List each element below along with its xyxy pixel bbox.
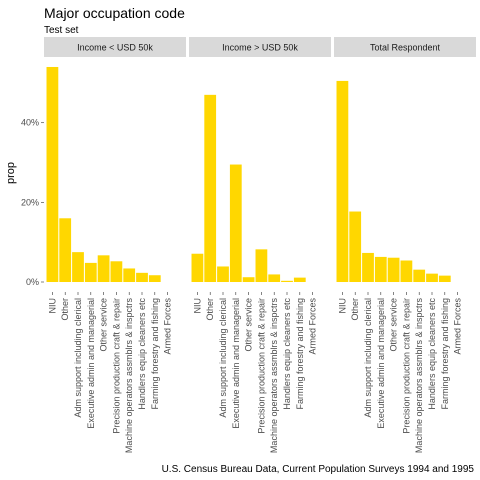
bar [349, 211, 362, 282]
x-tick-label: Handlers equip cleaners etc [427, 298, 437, 410]
facet-strip [189, 37, 331, 57]
x-tick-label: Machine operators assmblrs & inspctrs [269, 298, 279, 454]
facet-strip [44, 37, 186, 57]
facet-strip-label: Total Respondent [370, 43, 441, 53]
bar [229, 164, 242, 282]
x-tick-label: Farming forestry and fishing [440, 298, 450, 410]
bar [123, 268, 136, 282]
bar [268, 274, 281, 282]
bar [110, 261, 123, 282]
bar [148, 275, 161, 282]
bar [84, 262, 97, 282]
x-tick-label: Other [205, 298, 215, 321]
y-tick-label: 20% [21, 197, 39, 207]
bar [400, 260, 413, 282]
x-tick-label: Executive admin and managerial [376, 298, 386, 429]
y-tick-label: 40% [21, 118, 39, 128]
x-tick-label: Other service [389, 298, 399, 352]
x-tick-label: NIU [337, 298, 347, 314]
x-tick-label: Farming forestry and fishing [295, 298, 305, 410]
bar [59, 218, 72, 282]
x-tick-label: Other service [244, 298, 254, 352]
bar [374, 256, 387, 282]
bar [255, 249, 268, 282]
x-tick-label: Adm support including clerical [363, 298, 373, 418]
bar [191, 253, 204, 282]
bar [281, 280, 293, 282]
facet-panel: Income < USD 50k NIU Other Adm support incl… [44, 37, 186, 453]
x-tick-label: NIU [192, 298, 202, 314]
x-tick-label: Other service [99, 298, 109, 352]
bar [336, 80, 349, 282]
x-tick-label: Armed Forces [453, 298, 463, 355]
bar [362, 252, 374, 282]
x-tick-label: Handlers equip cleaners etc [282, 298, 292, 410]
x-tick-label: Other [350, 298, 360, 321]
bar [413, 269, 426, 282]
x-tick-label: Machine operators assmblrs & inspctrs [414, 298, 424, 454]
x-tick-label: Precision production craft & repair [256, 298, 266, 434]
bar [387, 257, 400, 282]
x-tick-label: Other [60, 298, 70, 321]
bar [426, 273, 438, 282]
bar [136, 272, 148, 282]
facet-panel: Total Respondent NIU Other Adm support incl… [334, 37, 476, 453]
x-tick-label: Armed Forces [163, 298, 173, 355]
bar [204, 94, 217, 282]
x-tick-label: Handlers equip cleaners etc [137, 298, 147, 410]
x-tick-label: Adm support including clerical [218, 298, 228, 418]
x-tick-label: Armed Forces [308, 298, 318, 355]
chart-title: Major occupation code [44, 5, 185, 21]
x-tick-label: Executive admin and managerial [231, 298, 241, 429]
bar [438, 275, 451, 282]
bar [72, 252, 84, 282]
chart-caption: U.S. Census Bureau Data, Current Populat… [162, 464, 475, 475]
y-axis-title: prop [5, 162, 17, 184]
x-tick-label: Adm support including clerical [73, 298, 83, 418]
facet-panel: Income > USD 50k NIU Other Adm support incl… [189, 37, 331, 453]
x-tick-label: Farming forestry and fishing [150, 298, 160, 410]
facet-strip [334, 37, 476, 57]
facet-strip-label: Income < USD 50k [77, 43, 153, 53]
y-tick-label: 0% [26, 277, 39, 287]
bar [217, 266, 229, 282]
bar [46, 66, 59, 282]
y-axis: 0% 20% 40% [21, 118, 44, 287]
bar [242, 277, 255, 282]
facet-strip-label: Income > USD 50k [222, 43, 298, 53]
x-tick-label: Precision production craft & repair [111, 298, 121, 434]
bar [293, 277, 306, 282]
x-tick-label: Precision production craft & repair [401, 298, 411, 434]
x-tick-label: Executive admin and managerial [86, 298, 96, 429]
bar [97, 255, 110, 282]
x-tick-label: Machine operators assmblrs & inspctrs [124, 298, 134, 454]
chart-subtitle: Test set [44, 25, 79, 36]
x-tick-label: NIU [47, 298, 57, 314]
